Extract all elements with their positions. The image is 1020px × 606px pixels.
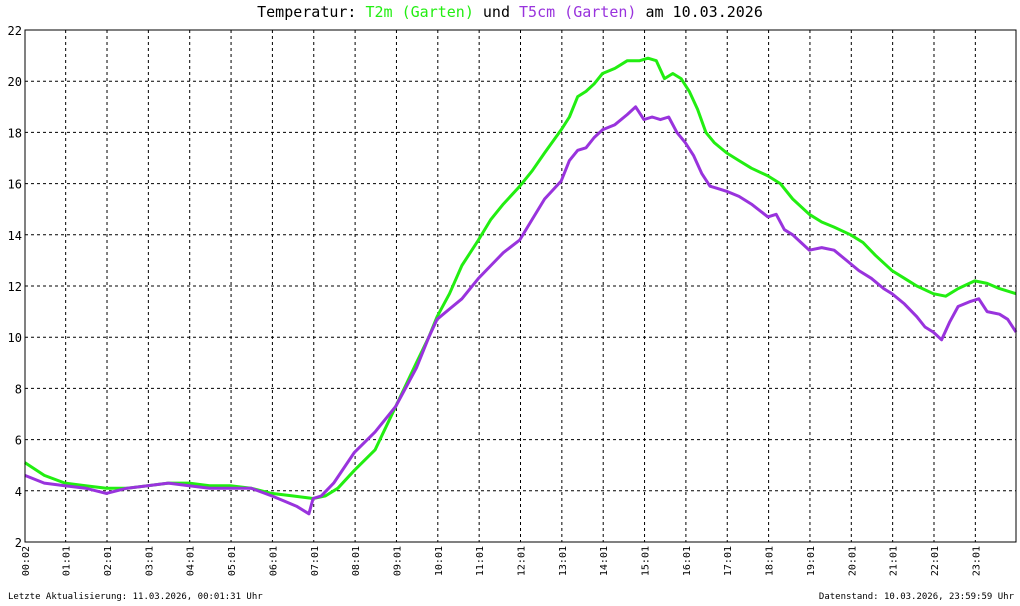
- title-series2: T5cm (Garten): [519, 3, 637, 21]
- last-update-text: Letzte Aktualisierung: 11.03.2026, 00:01…: [8, 592, 263, 602]
- chart-title: Temperatur: T2m (Garten) und T5cm (Garte…: [0, 3, 1020, 21]
- series-line-t2m: [24, 56, 1017, 500]
- title-suffix: am 10.03.2026: [636, 3, 763, 21]
- x-tick-label: 15:01: [641, 546, 652, 576]
- y-tick-label: 12: [8, 280, 22, 294]
- x-tick-label: 18:01: [765, 546, 776, 576]
- x-tick-label: 12:01: [517, 546, 528, 576]
- y-tick-label: 8: [15, 382, 22, 396]
- title-prefix: Temperatur:: [257, 3, 366, 21]
- x-tick-label: 05:01: [227, 546, 238, 576]
- y-tick-label: 14: [8, 229, 22, 243]
- x-tick-label: 01:01: [62, 546, 73, 576]
- x-tick-label: 11:01: [475, 546, 486, 576]
- series-layer: [24, 56, 1018, 516]
- y-tick-label: 6: [15, 434, 22, 448]
- x-tick-label: 13:01: [558, 546, 569, 576]
- title-mid: und: [473, 3, 520, 21]
- x-tick-label: 04:01: [186, 546, 197, 576]
- x-tick-label: 09:01: [392, 546, 403, 576]
- x-tick-label: 23:01: [971, 546, 982, 576]
- y-tick-label: 20: [8, 75, 22, 89]
- grid-lines: [25, 29, 1016, 543]
- data-status-text: Datenstand: 10.03.2026, 23:59:59 Uhr: [818, 592, 1014, 602]
- x-tick-label: 21:01: [889, 546, 900, 576]
- x-tick-label: 17:01: [723, 546, 734, 576]
- x-tick-label: 10:01: [434, 546, 445, 576]
- x-tick-label: 16:01: [682, 546, 693, 576]
- y-tick-label: 2: [15, 536, 22, 550]
- y-tick-label: 18: [8, 126, 22, 140]
- x-tick-label: 19:01: [806, 546, 817, 576]
- x-tick-label: 02:01: [103, 546, 114, 576]
- y-tick-label: 4: [15, 485, 22, 499]
- y-tick-label: 16: [8, 178, 22, 192]
- y-tick-label: 10: [8, 331, 22, 345]
- y-tick-label: 22: [8, 24, 22, 38]
- title-series1: T2m (Garten): [365, 3, 474, 21]
- x-tick-label: 20:01: [847, 546, 858, 576]
- x-tick-label: 14:01: [599, 546, 610, 576]
- series-line-t5cm: [24, 105, 1018, 516]
- x-tick-label: 22:01: [930, 546, 941, 576]
- y-tick-labels: 2 4 6 8 10 12 14 16 18 20 22: [8, 24, 22, 550]
- x-tick-label: 06:01: [268, 546, 279, 576]
- x-tick-label: 08:01: [351, 546, 362, 576]
- x-tick-label: 00:02: [21, 546, 32, 576]
- x-tick-label: 03:01: [144, 546, 155, 576]
- plot-frame: [24, 29, 1017, 543]
- x-tick-labels: 00:02 01:01 02:01 03:01 04:01 05:01 06:01 07:01…: [21, 546, 982, 576]
- plot-border: [24, 29, 1017, 543]
- x-tick-label: 07:01: [310, 546, 321, 576]
